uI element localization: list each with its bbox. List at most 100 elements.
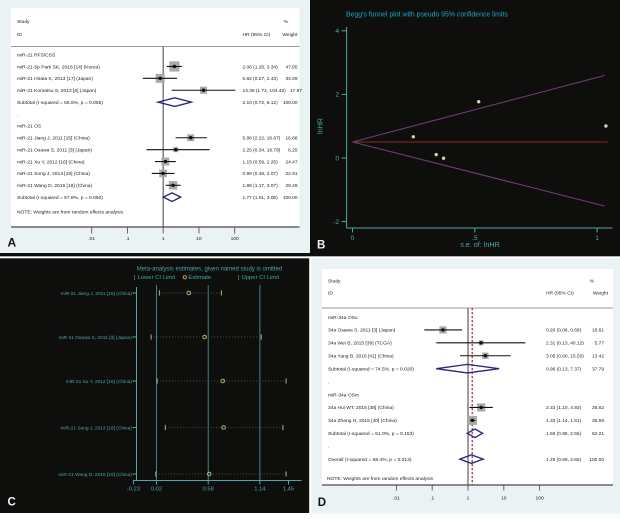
svg-text:%: %: [284, 19, 289, 25]
svg-text:17.97: 17.97: [290, 88, 302, 94]
svg-text:miR-21 Song J, 2013 [18] (Chin: miR-21 Song J, 2013 [18] (China): [17, 171, 90, 177]
svg-text:B: B: [317, 240, 325, 252]
svg-text:18.61: 18.61: [592, 328, 604, 334]
svg-text:22.91: 22.91: [285, 171, 297, 177]
svg-text:100.00: 100.00: [283, 195, 298, 201]
svg-text:Estimate: Estimate: [188, 275, 212, 281]
svg-text:0.96 (0.13, 7.37): 0.96 (0.13, 7.37): [546, 367, 582, 373]
svg-text:100: 100: [536, 496, 544, 502]
svg-text:1: 1: [595, 235, 599, 242]
svg-text:miR-21 Osawa S, 2011 [3] (Japa: miR-21 Osawa S, 2011 [3] (Japan): [59, 335, 133, 341]
svg-text:miR-21 Song J, 2013 [18] (Chin: miR-21 Song J, 2013 [18] (China): [61, 425, 133, 431]
svg-text:47.95: 47.95: [285, 64, 297, 70]
svg-text:5.77: 5.77: [595, 341, 605, 347]
svg-text:37.79: 37.79: [592, 367, 604, 373]
svg-text:Overall (I-squared = 68.4%, p: Overall (I-squared = 68.4%, p = 0.013): [328, 457, 412, 463]
svg-text:ID: ID: [17, 32, 22, 38]
svg-text:0: 0: [351, 235, 355, 242]
svg-text:miR-21-5p Park SK, 2016 [14] (: miR-21-5p Park SK, 2016 [14] (Korea): [17, 64, 100, 70]
svg-text:miR-21 Osawa S, 2011 [3] (Japa: miR-21 Osawa S, 2011 [3] (Japan): [17, 147, 92, 153]
svg-text:.1: .1: [125, 236, 129, 242]
svg-text:miR-34a OSm: miR-34a OSm: [328, 392, 359, 398]
svg-text:Subtotal (I-squared = 74.5%,: Subtotal (I-squared = 74.5%, p = 0.020): [328, 367, 414, 373]
svg-text:D: D: [318, 497, 326, 509]
svg-text:34a Zhang H, 2015 [40] (China): 34a Zhang H, 2015 [40] (China): [328, 418, 397, 424]
svg-text:3.05 (0.60, 15.50): 3.05 (0.60, 15.50): [546, 354, 584, 360]
svg-text:.5: .5: [472, 235, 478, 242]
svg-text:.: .: [17, 113, 18, 118]
svg-text:.1: .1: [430, 496, 434, 502]
svg-text:.01: .01: [88, 236, 95, 242]
svg-text:miR-21 Komatsu S, 2013 [6] (Ja: miR-21 Komatsu S, 2013 [6] (Japan): [17, 88, 97, 94]
svg-text:Upper CI Limit: Upper CI Limit: [242, 275, 280, 281]
svg-text:-2: -2: [333, 219, 339, 226]
svg-text:10: 10: [196, 236, 202, 242]
svg-text:Study: Study: [328, 279, 341, 285]
svg-text:miR-21 OS: miR-21 OS: [17, 124, 42, 130]
svg-text:1.45: 1.45: [283, 487, 294, 493]
svg-text:100.00: 100.00: [283, 100, 298, 106]
svg-text:1.25 (0.59, 2.65): 1.25 (0.59, 2.65): [546, 457, 582, 463]
svg-text:4: 4: [335, 28, 339, 35]
svg-text:34a Yang B, 2016 [41] (China): 34a Yang B, 2016 [41] (China): [328, 354, 394, 360]
svg-text:0.02: 0.02: [151, 487, 162, 493]
svg-text:100: 100: [231, 236, 239, 242]
svg-text:Subtotal (I-squared = 57.8%,: Subtotal (I-squared = 57.8%, p = 0.050): [17, 195, 103, 201]
svg-text:1: 1: [467, 496, 470, 502]
svg-text:13.42: 13.42: [592, 354, 604, 360]
svg-text:Subtotal (I-squared = 65.6%,: Subtotal (I-squared = 65.6%, p = 0.055): [17, 100, 103, 106]
svg-text:.: .: [328, 380, 329, 385]
svg-text:2.25 (0.34, 19.79): 2.25 (0.34, 19.79): [243, 147, 281, 153]
svg-text:100.00: 100.00: [589, 457, 604, 463]
svg-text:29.49: 29.49: [285, 183, 297, 189]
svg-text:2.10 (0.72, 6.12): 2.10 (0.72, 6.12): [243, 100, 279, 106]
svg-text:0.58: 0.58: [203, 487, 214, 493]
svg-text:13.39 (1.72, 104.42): 13.39 (1.72, 104.42): [243, 88, 287, 94]
svg-text:Weight: Weight: [593, 291, 609, 297]
svg-text:.: .: [328, 445, 329, 450]
svg-text:2.06 (1.26, 3.34): 2.06 (1.26, 3.34): [243, 64, 279, 70]
svg-text:1: 1: [162, 236, 165, 242]
svg-text:Lower CI Limit: Lower CI Limit: [138, 275, 176, 281]
svg-text:1.15 (0.59, 2.25): 1.15 (0.59, 2.25): [243, 159, 279, 165]
svg-text:24.47: 24.47: [285, 159, 297, 165]
svg-text:Subtotal (I-squared = 51.0%,: Subtotal (I-squared = 51.0%, p = 0.153): [328, 431, 414, 437]
svg-text:A: A: [8, 236, 17, 250]
svg-text:|: |: [238, 275, 240, 281]
svg-text:26.62: 26.62: [592, 405, 604, 411]
svg-text:ID: ID: [328, 291, 333, 297]
svg-text:34a Wei B, 2015 [39] (TCGA): 34a Wei B, 2015 [39] (TCGA): [328, 341, 392, 347]
svg-text:1.89 (1.17, 3.07): 1.89 (1.17, 3.07): [243, 183, 279, 189]
svg-text:0.82 (0.27, 2.43): 0.82 (0.27, 2.43): [243, 76, 279, 82]
svg-text:|: |: [134, 275, 136, 281]
svg-text:miR-21 Xu Y, 2012 [16] (China): miR-21 Xu Y, 2012 [16] (China): [17, 159, 85, 165]
svg-text:HR (95% CI): HR (95% CI): [546, 291, 574, 297]
svg-text:5.88 (2.22, 16.67): 5.88 (2.22, 16.67): [243, 136, 281, 142]
svg-text:miR-21 RFS/CSS: miR-21 RFS/CSS: [17, 52, 56, 58]
svg-text:Meta-analysis estimates, given: Meta-analysis estimates, given named stu…: [137, 266, 282, 272]
svg-text:miR-21 Wang D, 2015 [19] (Chin: miR-21 Wang D, 2015 [19] (China): [17, 183, 92, 189]
svg-text:2.33 (1.10, 4.93): 2.33 (1.10, 4.93): [546, 405, 582, 411]
svg-text:miR-21 Xu Y, 2012 [16] (China): miR-21 Xu Y, 2012 [16] (China): [66, 379, 133, 385]
svg-text:NOTE: Weights are from random: NOTE: Weights are from random effects an…: [17, 210, 124, 216]
svg-text:2.31 (0.13, 40.12): 2.31 (0.13, 40.12): [546, 341, 584, 347]
svg-text:34a Osawa S, 2011 [3] (Japan): 34a Osawa S, 2011 [3] (Japan): [328, 328, 396, 334]
svg-text:0: 0: [335, 155, 339, 162]
svg-text:NOTE: Weights are from random: NOTE: Weights are from random effects an…: [327, 476, 434, 482]
svg-text:34.09: 34.09: [285, 76, 297, 82]
svg-text:miR-21 Jiang J, 2011 [15] (Chi: miR-21 Jiang J, 2011 [15] (China): [17, 136, 90, 142]
svg-text:miR-21 Hirata K, 2013 [17] (Ja: miR-21 Hirata K, 2013 [17] (Japan): [17, 76, 93, 82]
svg-text:0.20 (0.06, 0.68): 0.20 (0.06, 0.68): [546, 328, 582, 334]
svg-text:1.33 (1.14, 1.61): 1.33 (1.14, 1.61): [546, 418, 582, 424]
svg-text:miR-21 Wang D, 2015 [19] (Chin: miR-21 Wang D, 2015 [19] (China): [58, 472, 132, 478]
svg-text:.01: .01: [393, 496, 400, 502]
svg-text:-0.23: -0.23: [127, 487, 140, 493]
svg-text:1.14: 1.14: [254, 487, 266, 493]
svg-text:1.77 (1.01, 3.08): 1.77 (1.01, 3.08): [243, 195, 279, 201]
svg-text:10: 10: [501, 496, 507, 502]
svg-text:6.25: 6.25: [288, 147, 298, 153]
svg-text:lnHR: lnHR: [316, 118, 325, 134]
svg-text:Begg's funnel plot with pseudo: Begg's funnel plot with pseudo 95% confi…: [346, 12, 508, 19]
svg-text:34a Hui WT, 2015 [38] (China): 34a Hui WT, 2015 [38] (China): [328, 405, 394, 411]
svg-text:62.21: 62.21: [592, 431, 604, 437]
